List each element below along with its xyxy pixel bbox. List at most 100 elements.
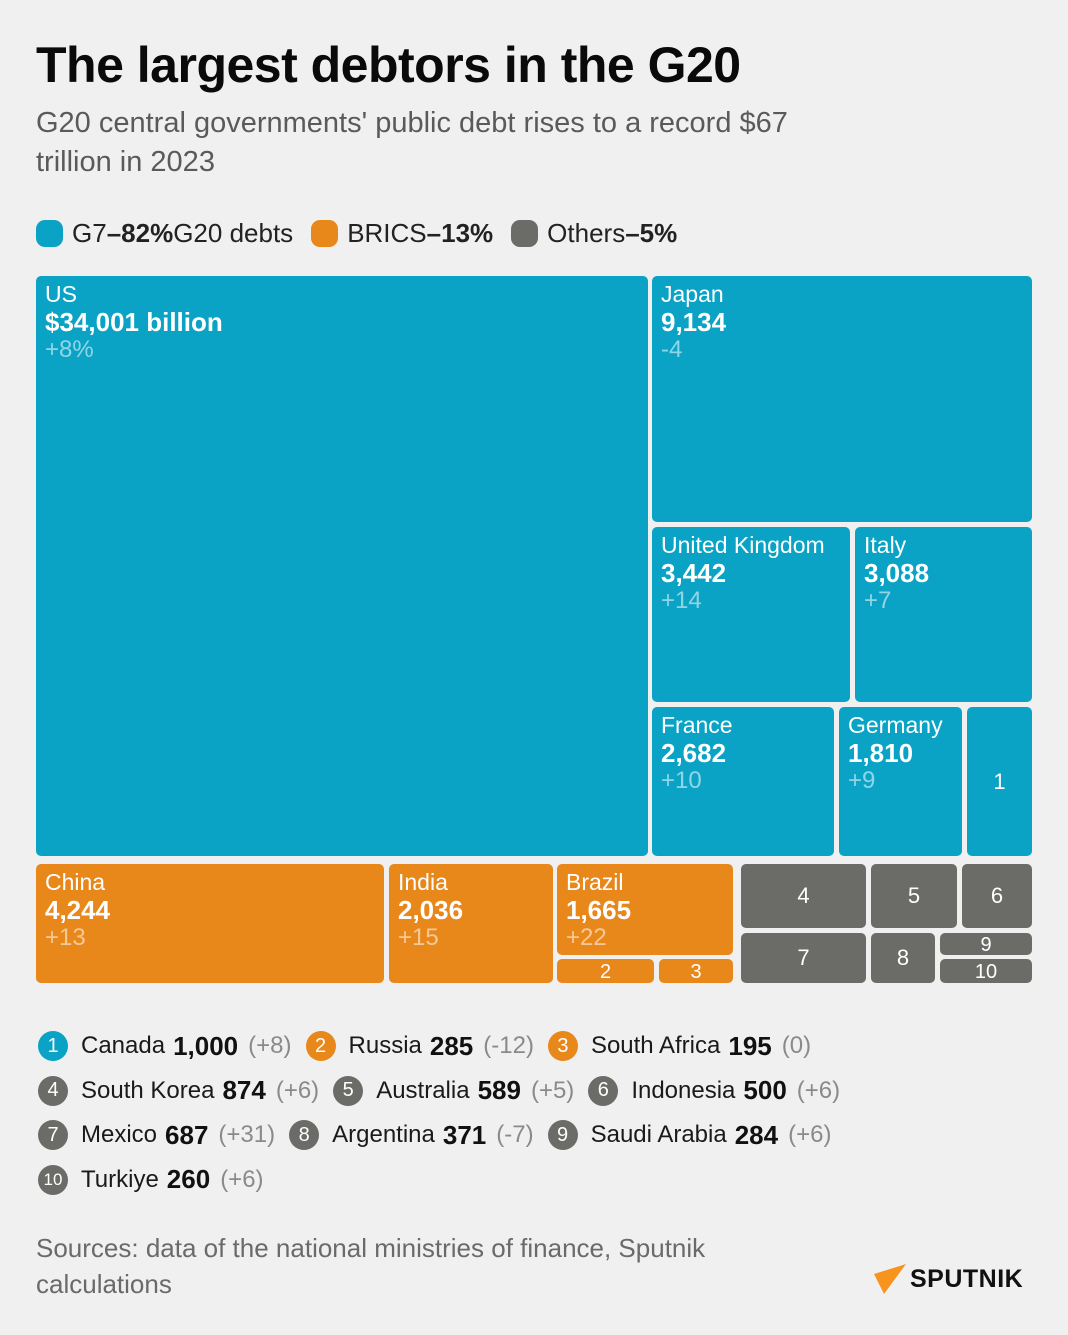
- treemap-tile-japan: Japan 9,134 -4: [652, 276, 1032, 522]
- small-countries-list: 1 Canada 1,000 (+8) 2 Russia 285 (-12) 3 South Af…: [38, 1024, 1038, 1202]
- treemap-tile-item-7: 7: [741, 933, 866, 983]
- legend-label: BRICS: [347, 218, 427, 248]
- legend-pct: 5%: [639, 218, 678, 248]
- legend-dash: –: [106, 218, 122, 248]
- treemap-tile-brazil: Brazil 1,665 +22: [557, 864, 733, 955]
- tile-change: +10: [661, 767, 702, 794]
- tile-number: 5: [907, 883, 921, 908]
- tile-value: 3,088: [864, 558, 930, 588]
- legend-dash: –: [625, 218, 640, 248]
- list-item: 4 South Korea 874 (+6): [38, 1075, 319, 1106]
- list-row: 10 Turkiye 260 (+6): [38, 1158, 1038, 1203]
- country-value: 874: [222, 1075, 266, 1106]
- number-badge: 5: [333, 1075, 364, 1106]
- tile-number: 6: [990, 883, 1004, 908]
- country-value: 1,000: [173, 1030, 239, 1061]
- treemap-tile-china: China 4,244 +13: [36, 864, 384, 983]
- treemap-tile-india: India 2,036 +15: [389, 864, 553, 983]
- tile-value: $34,001 billion: [45, 307, 223, 337]
- tile-number: 2: [599, 961, 612, 983]
- tile-change: +15: [398, 924, 439, 951]
- list-item: 1 Canada 1,000 (+8): [38, 1031, 292, 1062]
- country-name: South Africa: [590, 1032, 721, 1060]
- country-change: (+31): [218, 1121, 276, 1149]
- legend-label: G7: [72, 218, 107, 248]
- number-badge: 7: [38, 1120, 68, 1151]
- tile-country-name: France: [661, 712, 733, 738]
- country-value: 285: [429, 1030, 474, 1061]
- country-name: Indonesia: [631, 1076, 736, 1104]
- tile-value: 1,665: [566, 895, 632, 925]
- country-change: (-7): [496, 1121, 534, 1149]
- legend-swatch-others: [511, 220, 539, 247]
- country-change: (-12): [483, 1032, 534, 1060]
- country-value: 195: [728, 1030, 772, 1061]
- list-item: 5 Australia 589 (+5): [333, 1075, 574, 1106]
- legend-label: Others: [547, 218, 626, 248]
- chart-title: The largest debtors in the G20: [36, 37, 741, 93]
- legend-swatch-g7: [36, 220, 63, 247]
- country-name: Canada: [81, 1032, 166, 1060]
- tile-value: 9,134: [661, 307, 727, 337]
- country-value: 687: [165, 1119, 209, 1150]
- tile-number: 4: [797, 883, 810, 908]
- country-value: 260: [166, 1164, 211, 1195]
- treemap-tile-italy: Italy 3,088 +7: [855, 527, 1032, 702]
- tile-change: +13: [45, 924, 86, 951]
- treemap-tile-item-8: 8: [871, 933, 935, 983]
- country-change: (+5): [530, 1076, 575, 1104]
- tile-country-name: India: [398, 869, 448, 895]
- chart-subtitle: G20 central governments' public debt ris…: [36, 107, 788, 178]
- tile-number: 10: [974, 961, 998, 983]
- tile-country-name: Japan: [661, 281, 724, 307]
- country-name: Saudi Arabia: [590, 1121, 727, 1149]
- tile-country-name: US: [45, 281, 77, 307]
- number-badge: 9: [547, 1120, 578, 1151]
- tile-country-name: China: [45, 869, 106, 895]
- list-item: 3 South Africa 195 (0): [547, 1030, 812, 1062]
- legend-item-g7: G7 – 82% G20 debts: [36, 218, 293, 249]
- list-item: 7 Mexico 687 (+31): [38, 1120, 275, 1151]
- tile-value: 3,442: [661, 558, 727, 588]
- tile-value: 2,036: [398, 895, 464, 925]
- tile-change: +14: [661, 587, 702, 614]
- treemap-tile-item-5: 5: [871, 864, 957, 928]
- country-change: (0): [781, 1032, 812, 1060]
- treemap-tile-france: France 2,682 +10: [652, 707, 834, 856]
- country-name: Russia: [348, 1032, 422, 1060]
- treemap-tile-item-10: 10: [940, 959, 1032, 983]
- legend-swatch-brics: [311, 220, 339, 247]
- treemap-tile-item-1: 1: [967, 707, 1032, 856]
- country-value: 284: [734, 1119, 779, 1150]
- country-change: (+8): [248, 1032, 292, 1060]
- tile-number: 8: [896, 945, 910, 970]
- country-value: 500: [743, 1075, 787, 1106]
- legend: G7 – 82% G20 debts BRICS – 13% Others – …: [36, 218, 695, 249]
- number-badge: 2: [305, 1031, 336, 1062]
- tile-number: 9: [980, 934, 992, 955]
- legend-pct: 13%: [441, 218, 494, 248]
- source-note: Sources: data of the national ministries…: [36, 1233, 706, 1299]
- number-badge: 3: [547, 1031, 578, 1062]
- number-badge: 4: [38, 1075, 68, 1106]
- country-change: (+6): [220, 1165, 264, 1193]
- tile-change: +7: [864, 587, 892, 614]
- number-badge: 1: [38, 1031, 68, 1062]
- number-badge: 10: [38, 1164, 68, 1195]
- tile-country-name: Italy: [864, 532, 907, 558]
- list-item: 2 Russia 285 (-12): [305, 1030, 534, 1062]
- country-name: Mexico: [81, 1121, 158, 1149]
- legend-item-others: Others – 5%: [511, 218, 677, 249]
- sputnik-logo-icon: [874, 1264, 906, 1294]
- treemap-tile-item-4: 4: [741, 864, 866, 928]
- legend-dash: –: [426, 218, 442, 248]
- treemap-tile-item-9: 9: [940, 933, 1032, 955]
- tile-number: 1: [993, 768, 1006, 794]
- treemap-tile-item-3: 3: [659, 959, 733, 983]
- list-row: 1 Canada 1,000 (+8) 2 Russia 285 (-12) 3 South Af…: [38, 1024, 1038, 1069]
- tile-change: +22: [566, 924, 607, 951]
- tile-change: +9: [848, 767, 876, 794]
- country-value: 371: [442, 1119, 487, 1150]
- tile-country-name: Germany: [848, 712, 943, 738]
